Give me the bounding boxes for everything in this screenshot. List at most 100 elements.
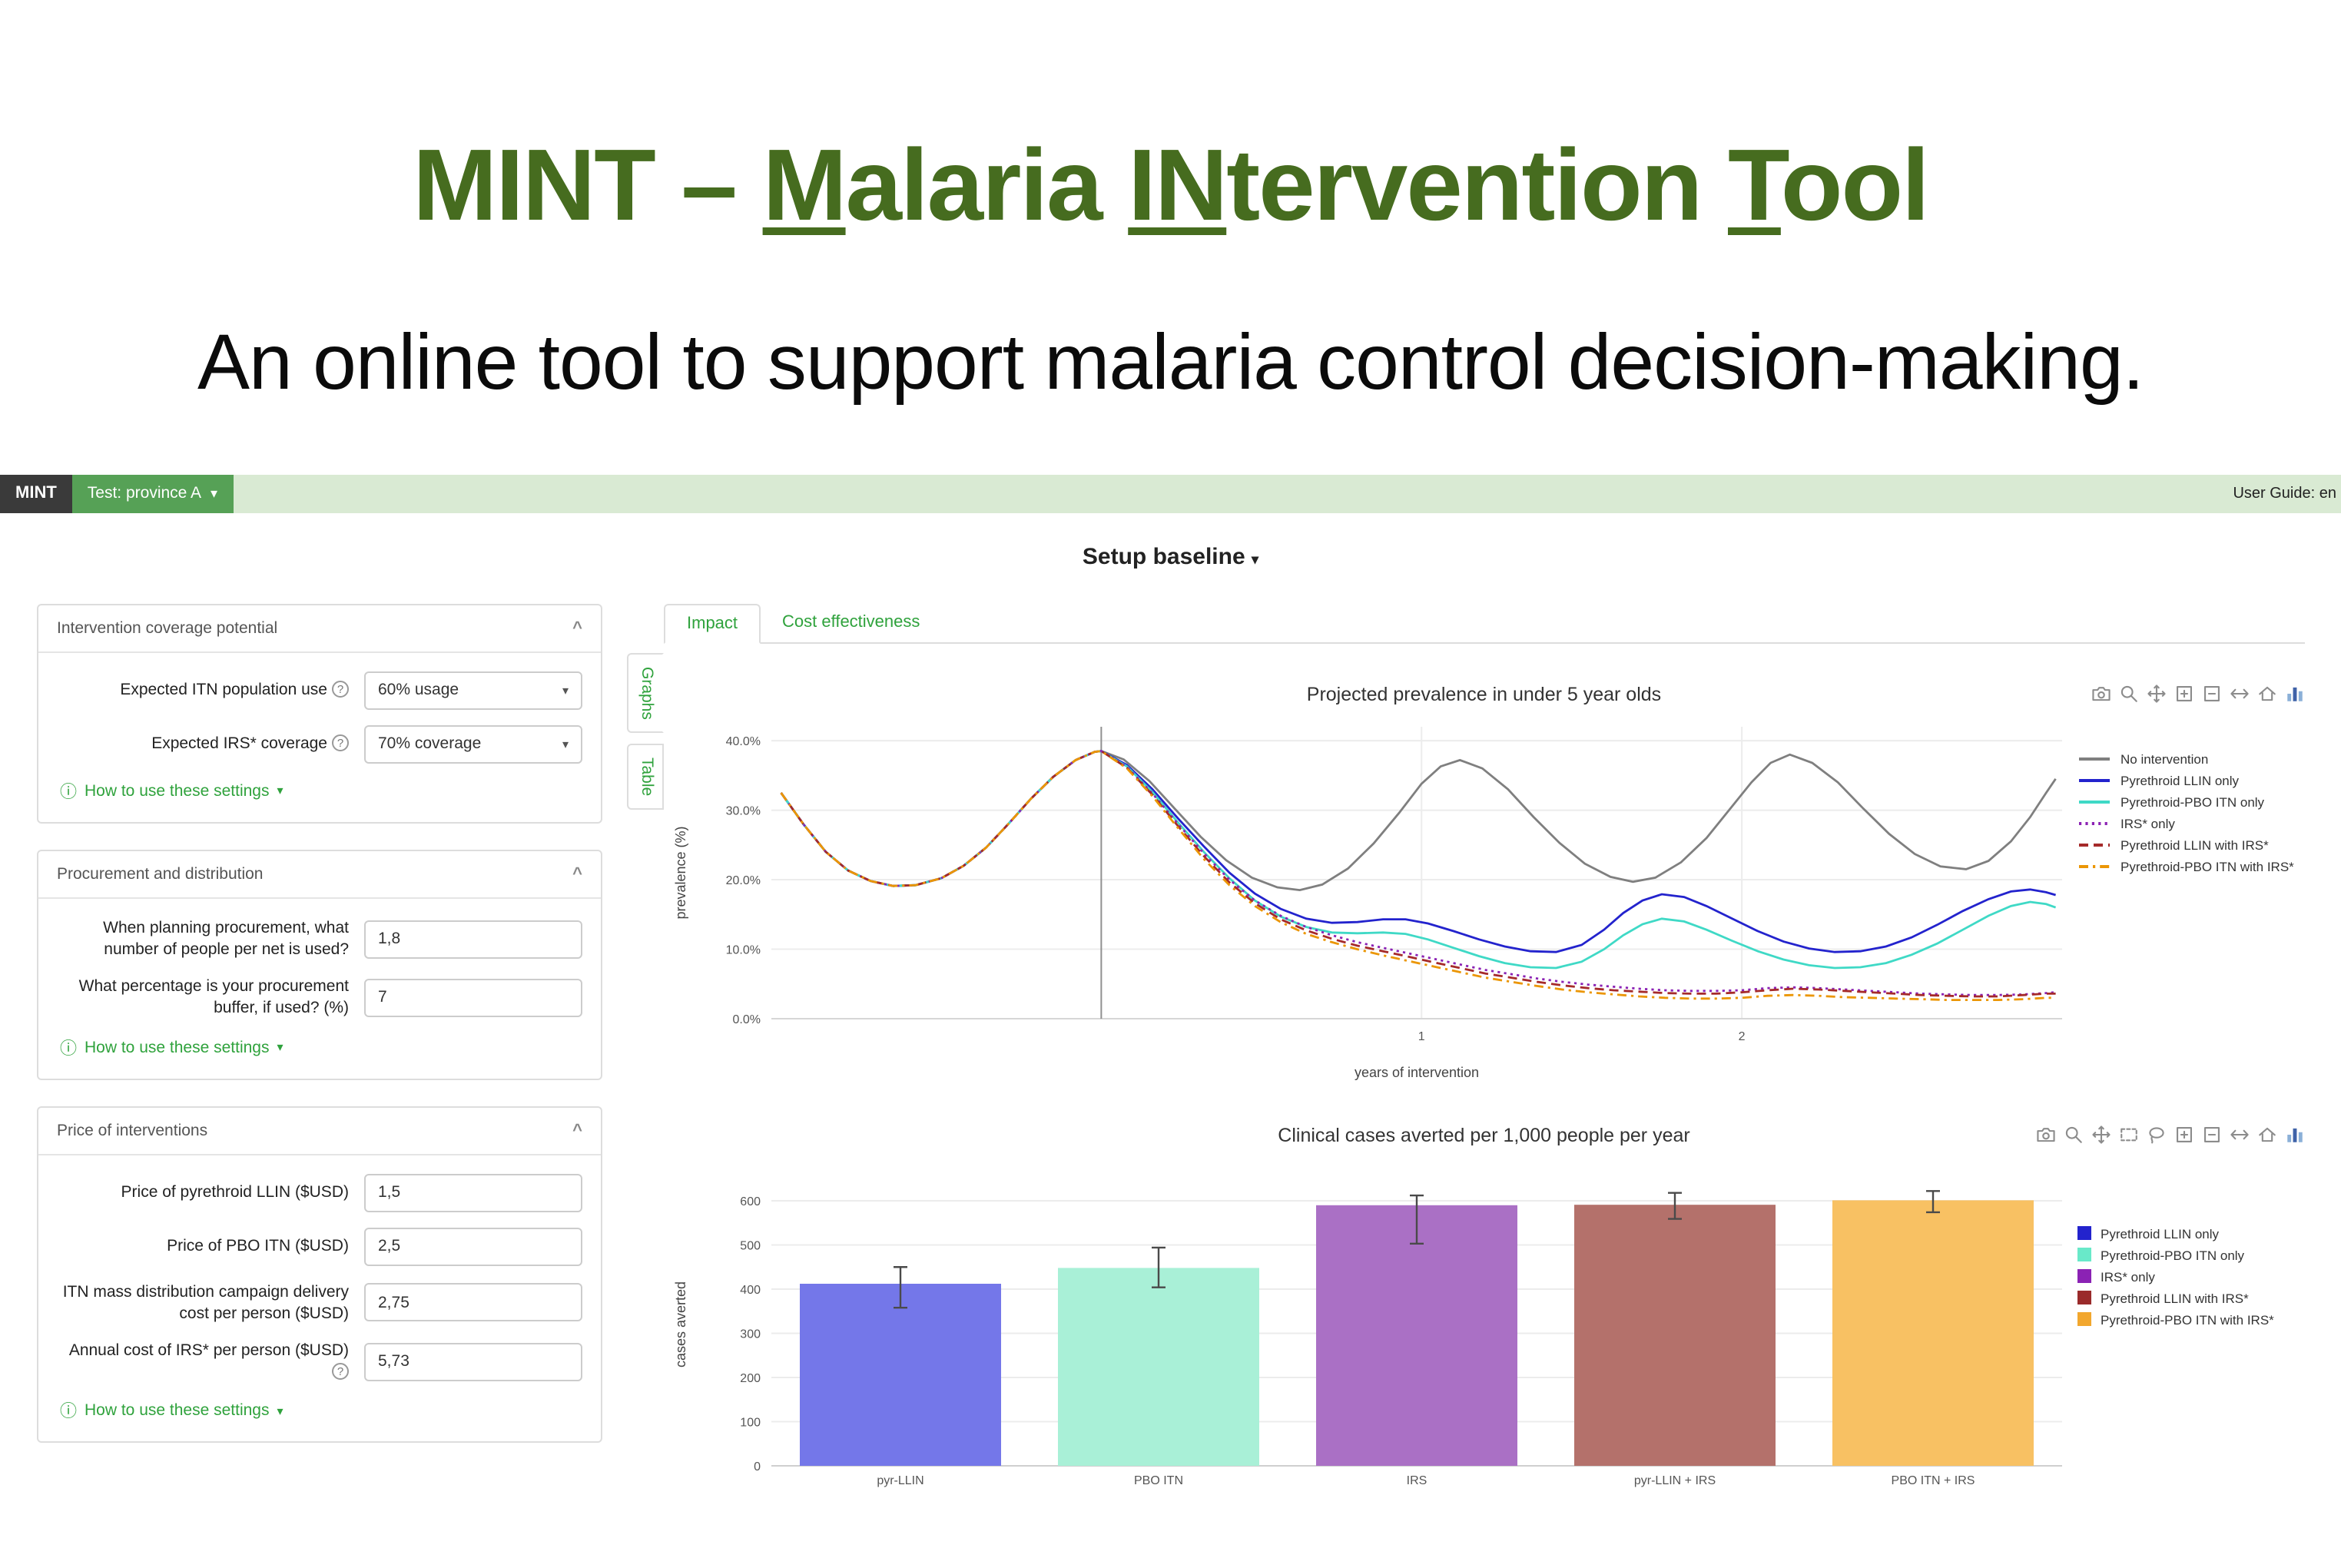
settings-panel-price-of-interventions: Price of interventions ^ Price of pyrethro… (37, 1106, 602, 1444)
zoom-out-icon[interactable] (2201, 684, 2221, 704)
form-label: Price of PBO ITN ($USD) (167, 1237, 349, 1255)
legend-label: Pyrethroid-PBO ITN only (2120, 794, 2265, 810)
info-icon: ⓘ (60, 1403, 77, 1422)
panel-header: Price of interventions ^ (38, 1107, 601, 1155)
how-to-settings-link[interactable]: ⓘ How to use these settings ▾ (60, 779, 582, 804)
legend-item-pyrethroid-pbo-itn-only[interactable]: Pyrethroid-PBO ITN only (2077, 794, 2305, 810)
project-dropdown[interactable]: Test: province A ▾ (71, 474, 234, 513)
camera-icon[interactable] (2091, 684, 2111, 704)
help-icon[interactable]: ? (332, 734, 349, 752)
zoom-icon[interactable] (2063, 1125, 2083, 1145)
collapse-chevron-icon[interactable]: ^ (572, 864, 582, 883)
legend-item-pyrethroid-llin-only[interactable]: Pyrethroid LLIN only (2077, 773, 2305, 788)
zoom-out-icon[interactable] (2201, 1125, 2221, 1145)
price-pyrethroid-llin-input[interactable] (364, 1173, 582, 1212)
people-per-net-input[interactable] (364, 920, 582, 959)
svg-text:600: 600 (740, 1195, 761, 1208)
itn-delivery-cost-input[interactable] (364, 1283, 582, 1322)
form-label: Annual cost of IRS* per person ($USD)? (68, 1341, 349, 1381)
plotly-logo-icon[interactable] (2284, 1125, 2304, 1145)
legend-line-swatch (2079, 778, 2110, 782)
cases-averted-legend: Pyrethroid LLIN only Pyrethroid-PBO ITN o… (2077, 1152, 2305, 1526)
legend-item-pyrethroid-pbo-itn-only[interactable]: Pyrethroid-PBO ITN only (2077, 1248, 2305, 1263)
legend-label: Pyrethroid LLIN with IRS* (2120, 837, 2269, 853)
svg-text:20.0%: 20.0% (726, 874, 761, 887)
prevalence-chart-svg: 0.0% 10.0% 20.0% 30.0% 40.0% 1 2 years of inter… (673, 726, 2062, 1080)
user-guide-link[interactable]: User Guide: en (2233, 485, 2336, 502)
pan-icon[interactable] (2146, 684, 2166, 704)
legend-label: Pyrethroid LLIN with IRS* (2101, 1290, 2249, 1306)
camera-icon[interactable] (2035, 1125, 2055, 1145)
svg-text:PBO ITN: PBO ITN (1134, 1474, 1183, 1487)
legend-label: Pyrethroid-PBO ITN only (2101, 1247, 2245, 1263)
legend-label: Pyrethroid-PBO ITN with IRS* (2120, 858, 2294, 874)
legend-square-swatch (2077, 1248, 2091, 1262)
collapse-chevron-icon[interactable]: ^ (572, 618, 582, 638)
legend-line-swatch (2079, 757, 2110, 761)
legend-item-pyrethroid-llin-with-irs[interactable]: Pyrethroid LLIN with IRS* (2077, 837, 2305, 853)
legend-label: IRS* only (2101, 1268, 2155, 1285)
svg-text:40.0%: 40.0% (726, 735, 761, 748)
content: Intervention coverage potential ^ Expected… (0, 603, 2341, 1526)
irs-coverage-select[interactable]: 70% coverage ▾ (364, 724, 582, 764)
panel-title: Procurement and distribution (57, 864, 264, 883)
svg-text:200: 200 (740, 1372, 761, 1385)
autoscale-icon[interactable] (2229, 684, 2249, 704)
svg-text:PBO ITN + IRS: PBO ITN + IRS (1892, 1474, 1975, 1487)
box-select-icon[interactable] (2118, 1125, 2138, 1145)
how-to-label: How to use these settings (85, 1401, 270, 1420)
form-row: Price of pyrethroid LLIN ($USD) (57, 1173, 582, 1212)
hero: MINT – Malaria INtervention Tool An onli… (0, 0, 2341, 407)
form-label: Price of pyrethroid LLIN ($USD) (121, 1183, 349, 1202)
svg-text:0: 0 (754, 1460, 761, 1474)
autoscale-icon[interactable] (2229, 1125, 2249, 1145)
reset-icon[interactable] (2256, 1125, 2276, 1145)
legend-item-no-intervention[interactable]: No intervention (2077, 751, 2305, 767)
title-underlined-segment: T (1728, 128, 1782, 241)
svg-text:500: 500 (740, 1239, 761, 1252)
form-control (364, 1283, 582, 1322)
procurement-buffer-input[interactable] (364, 978, 582, 1017)
reset-icon[interactable] (2256, 684, 2276, 704)
legend-square-swatch (2077, 1291, 2091, 1305)
lasso-icon[interactable] (2146, 1125, 2166, 1145)
legend-line-swatch (2079, 800, 2110, 804)
legend-item-pyrethroid-pbo-itn-with-irs[interactable]: Pyrethroid-PBO ITN with IRS* (2077, 1312, 2305, 1328)
panel-header: Intervention coverage potential ^ (38, 605, 601, 653)
brand-logo[interactable]: MINT (0, 474, 72, 513)
zoom-in-icon[interactable] (2174, 684, 2193, 704)
help-icon[interactable]: ? (332, 681, 349, 698)
series-pyrethroid-pbo-itn-with-irs (780, 749, 2056, 1001)
select-value: 60% usage (378, 681, 459, 700)
how-to-settings-link[interactable]: ⓘ How to use these settings ▾ (60, 1035, 582, 1059)
zoom-icon[interactable] (2118, 684, 2138, 704)
project-label: Test: province A (87, 484, 202, 503)
plotly-modebar (2035, 1125, 2304, 1145)
price-pbo-itn-input[interactable] (364, 1227, 582, 1266)
zoom-in-icon[interactable] (2174, 1125, 2193, 1145)
info-icon: ⓘ (60, 783, 77, 802)
tab-impact[interactable]: Impact (664, 603, 761, 644)
svg-text:10.0%: 10.0% (726, 943, 761, 956)
pan-icon[interactable] (2091, 1125, 2111, 1145)
vertical-tab-table[interactable]: Table (627, 744, 664, 811)
form-row: ITN mass distribution campaign delivery … (57, 1281, 582, 1324)
help-icon[interactable]: ? (332, 1363, 349, 1381)
tab-cost-effectiveness[interactable]: Cost effectiveness (782, 612, 920, 632)
how-to-settings-link[interactable]: ⓘ How to use these settings ▾ (60, 1399, 582, 1424)
setup-baseline-heading[interactable]: Setup baseline ▾ (0, 544, 2341, 570)
legend-item-pyrethroid-llin-only[interactable]: Pyrethroid LLIN only (2077, 1226, 2305, 1241)
itn-population-use-select[interactable]: 60% usage ▾ (364, 671, 582, 710)
legend-item-irs-only[interactable]: IRS* only (2077, 816, 2305, 831)
collapse-chevron-icon[interactable]: ^ (572, 1121, 582, 1140)
plotly-logo-icon[interactable] (2284, 684, 2304, 704)
legend-item-pyrethroid-pbo-itn-with-irs[interactable]: Pyrethroid-PBO ITN with IRS* (2077, 859, 2305, 874)
vertical-tab-graphs[interactable]: Graphs (627, 652, 664, 734)
svg-text:years of intervention: years of intervention (1355, 1065, 1479, 1080)
legend-item-pyrethroid-llin-with-irs[interactable]: Pyrethroid LLIN with IRS* (2077, 1291, 2305, 1306)
form-label: When planning procurement, what number o… (103, 918, 349, 960)
legend-item-irs-only[interactable]: IRS* only (2077, 1269, 2305, 1285)
legend-square-swatch (2077, 1226, 2091, 1241)
irs-annual-cost-input[interactable] (364, 1342, 582, 1381)
bar-pbo-itn-irs (1832, 1200, 2034, 1466)
